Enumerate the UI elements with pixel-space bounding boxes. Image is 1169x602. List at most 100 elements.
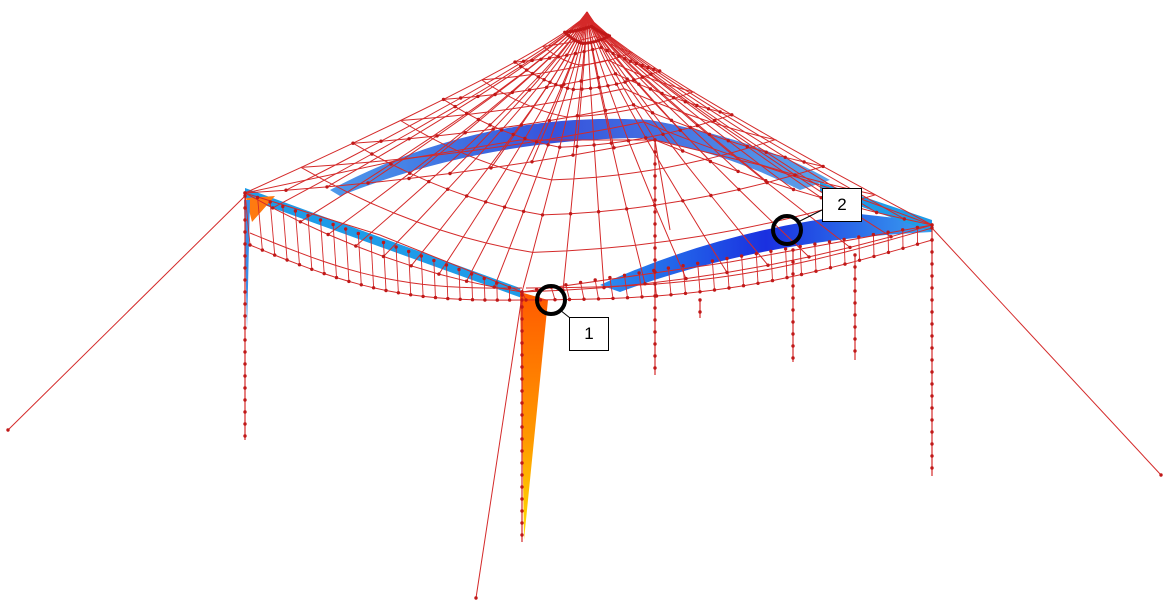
mesh-node bbox=[632, 78, 636, 82]
roof-hoop-cable bbox=[400, 88, 777, 181]
mesh-node bbox=[901, 246, 905, 250]
mesh-node bbox=[930, 358, 934, 362]
mesh-node bbox=[853, 265, 857, 269]
mesh-node bbox=[298, 220, 303, 224]
mesh-node bbox=[791, 356, 795, 360]
mesh-node bbox=[658, 69, 662, 73]
mesh-node bbox=[791, 284, 795, 288]
mesh-node bbox=[698, 310, 702, 314]
mesh-node bbox=[623, 57, 627, 61]
mesh-node bbox=[791, 308, 795, 312]
mesh-node bbox=[573, 51, 578, 56]
mesh-node bbox=[530, 58, 534, 63]
mesh-node bbox=[597, 85, 601, 89]
wall-hanger-cable bbox=[814, 244, 817, 272]
mesh-node bbox=[318, 218, 323, 222]
mesh-node bbox=[571, 87, 575, 92]
mesh-node bbox=[359, 283, 363, 287]
mesh-node bbox=[581, 41, 585, 46]
mesh-node bbox=[530, 160, 534, 164]
mesh-node bbox=[581, 27, 586, 31]
wall-hanger-cable bbox=[872, 234, 875, 257]
mesh-node bbox=[653, 354, 657, 358]
mesh-node bbox=[653, 174, 657, 178]
mesh-node bbox=[599, 45, 603, 50]
mesh-node bbox=[853, 277, 857, 281]
mesh-node bbox=[381, 240, 386, 245]
mesh-node bbox=[807, 255, 811, 259]
mesh-node bbox=[499, 128, 504, 132]
wall-edge-cable bbox=[525, 227, 933, 289]
mesh-node bbox=[821, 164, 825, 169]
marker-circle-2 bbox=[771, 214, 803, 246]
mesh-node bbox=[243, 194, 247, 198]
wall-hanger-cable bbox=[446, 264, 449, 299]
mesh-node bbox=[827, 240, 832, 244]
mesh-node bbox=[530, 71, 535, 76]
mesh-node bbox=[710, 259, 715, 263]
mesh-node bbox=[448, 171, 452, 176]
mesh-node bbox=[930, 430, 934, 434]
mesh-node bbox=[596, 210, 601, 214]
mesh-node bbox=[813, 242, 817, 246]
mesh-node bbox=[347, 279, 351, 284]
mesh-node bbox=[611, 51, 615, 56]
mesh-node bbox=[741, 284, 746, 288]
mesh-node bbox=[930, 370, 934, 374]
mesh-node bbox=[609, 141, 613, 145]
wall-hanger-cable bbox=[799, 246, 802, 275]
mesh-node bbox=[520, 298, 524, 302]
mesh-node bbox=[437, 272, 441, 276]
mesh-node bbox=[930, 226, 934, 230]
mesh-node bbox=[521, 209, 526, 214]
mesh-node bbox=[698, 298, 702, 302]
mesh-node bbox=[764, 150, 768, 154]
mesh-node bbox=[463, 131, 467, 135]
mesh-node bbox=[579, 27, 583, 32]
mesh-node bbox=[524, 298, 528, 302]
mesh-node bbox=[459, 96, 463, 100]
mesh-node bbox=[653, 306, 657, 310]
mesh-node bbox=[243, 398, 247, 402]
wall-hanger-cable bbox=[829, 241, 831, 268]
wall-hanger-cable bbox=[609, 277, 614, 299]
mesh-node bbox=[853, 253, 857, 257]
mesh-node bbox=[634, 61, 638, 66]
mesh-node bbox=[930, 454, 934, 458]
guy-rope-back bbox=[654, 139, 671, 231]
mesh-node bbox=[853, 325, 857, 329]
wall-hanger-cable bbox=[433, 260, 436, 298]
mesh-node bbox=[589, 24, 594, 29]
mesh-node bbox=[513, 60, 517, 64]
mesh-node bbox=[370, 152, 374, 156]
mesh-node bbox=[613, 72, 618, 76]
mesh-node bbox=[538, 298, 543, 302]
mesh-node bbox=[582, 297, 586, 301]
mesh-node bbox=[243, 206, 247, 210]
mesh-node bbox=[520, 389, 524, 393]
mesh-node bbox=[653, 258, 657, 262]
mesh-node bbox=[562, 82, 566, 87]
front-edge-cable bbox=[521, 224, 933, 293]
mesh-node bbox=[243, 434, 247, 438]
mesh-node bbox=[243, 338, 247, 342]
mesh-node bbox=[381, 254, 386, 259]
marker-circle-1 bbox=[535, 284, 567, 316]
mesh-node bbox=[520, 521, 524, 525]
mesh-node bbox=[708, 159, 713, 164]
mesh-node bbox=[519, 123, 523, 127]
mesh-node bbox=[791, 320, 795, 324]
wall-hanger-cable bbox=[332, 224, 337, 278]
mesh-node bbox=[640, 75, 645, 79]
mesh-node bbox=[653, 270, 657, 274]
mesh-node bbox=[681, 149, 685, 153]
mesh-node bbox=[520, 305, 524, 309]
mesh-node bbox=[644, 136, 648, 140]
mesh-node bbox=[653, 138, 657, 142]
mesh-node bbox=[565, 30, 570, 34]
mesh-node bbox=[511, 132, 515, 137]
mesh-node bbox=[603, 108, 608, 113]
mesh-node bbox=[653, 203, 657, 207]
mesh-node bbox=[606, 84, 610, 88]
